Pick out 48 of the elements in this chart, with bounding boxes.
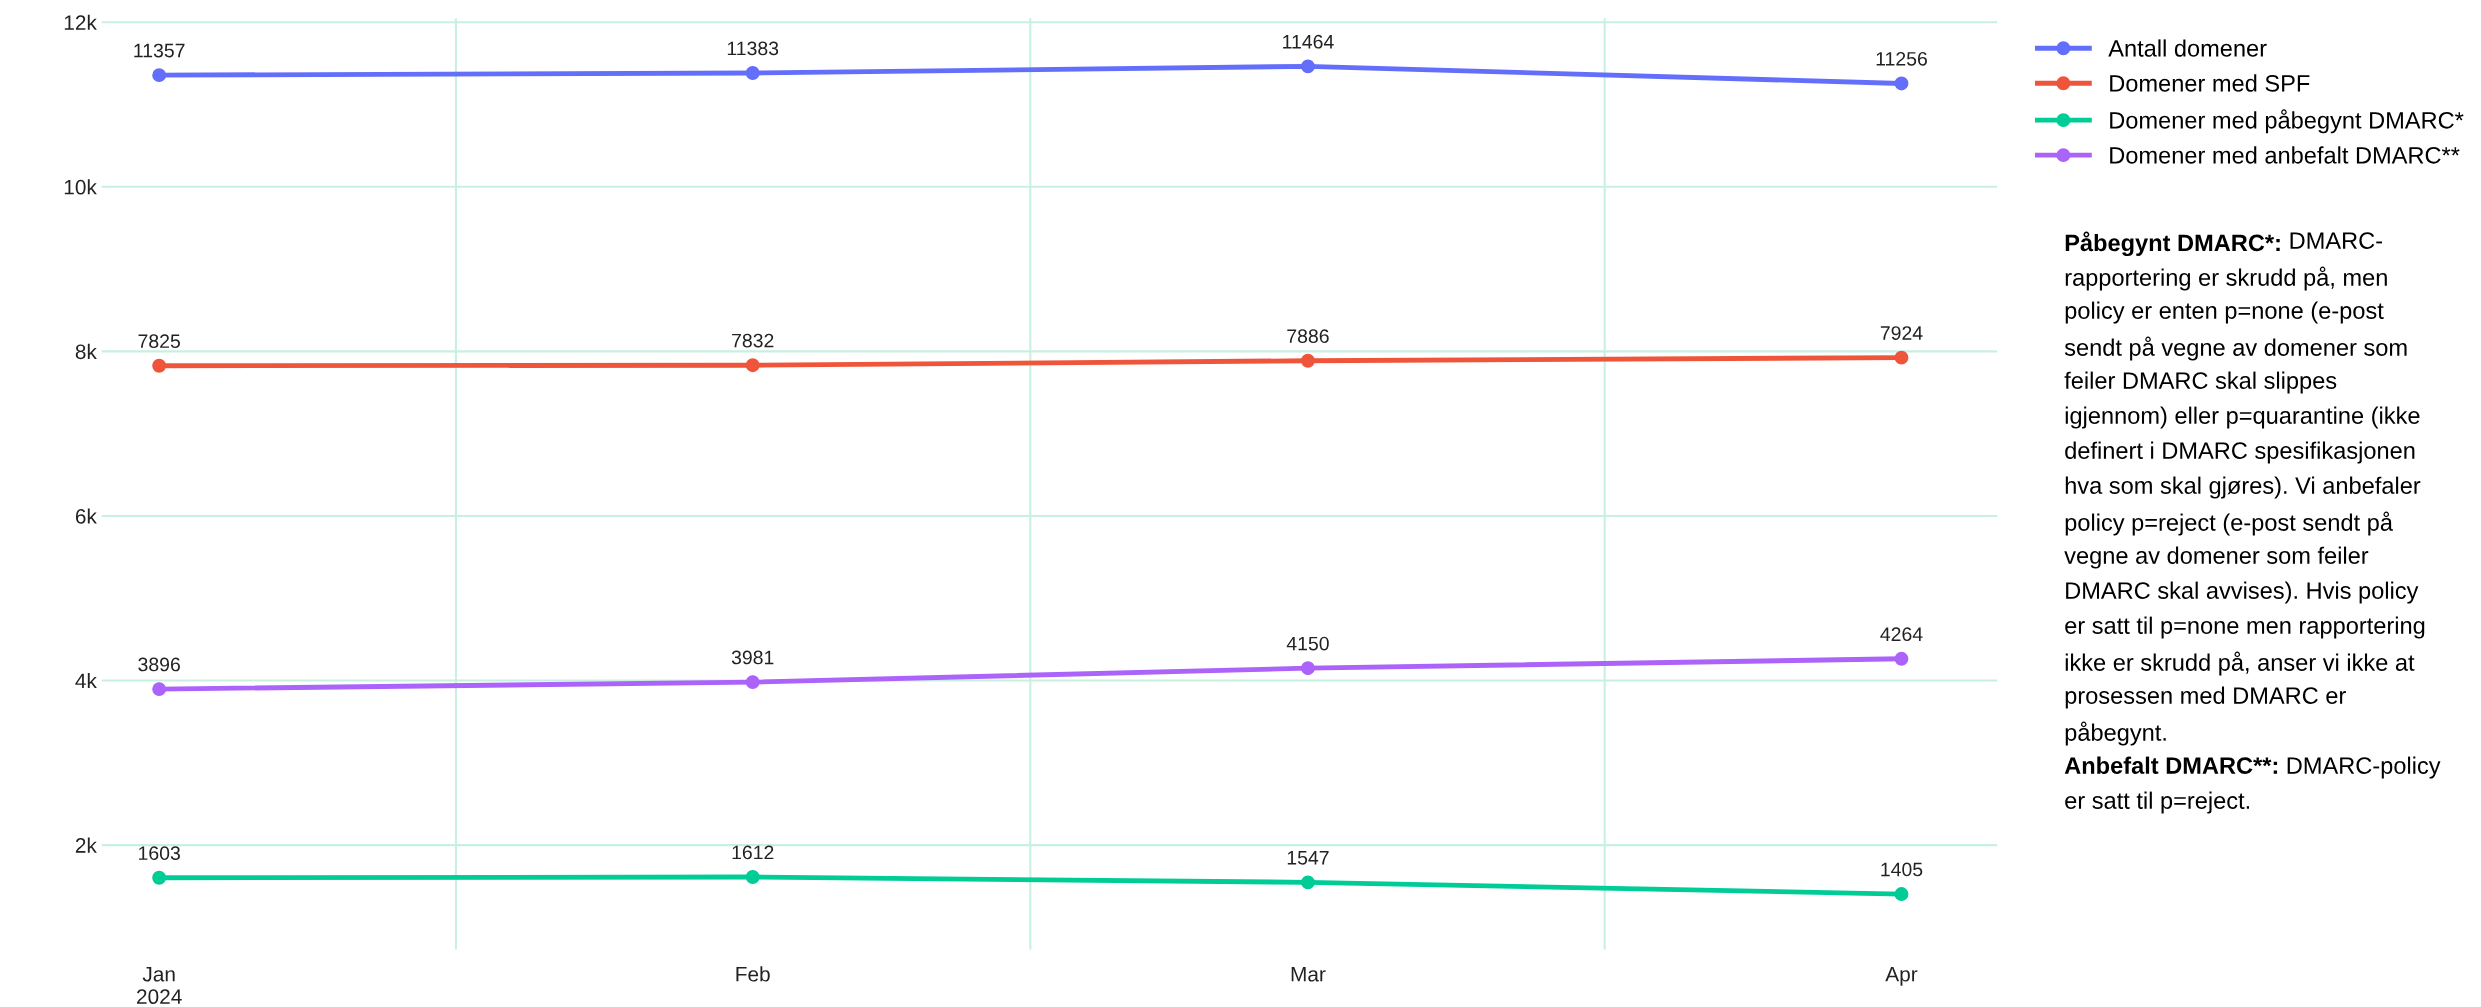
data-label: 4150: [1286, 636, 1329, 651]
y-tick-label: 10k: [64, 179, 97, 195]
point: [1894, 887, 1909, 902]
legend-label: Antall domener: [2108, 39, 2267, 57]
data-label: 7886: [1287, 329, 1329, 344]
text: Anbefalt DMARC**: DMARC-policy er satt til p=reject.: [2064, 756, 2441, 814]
point: [1300, 875, 1315, 890]
point: [745, 358, 760, 373]
point: [152, 358, 167, 373]
data-label: 11464: [1283, 34, 1334, 49]
point: [1300, 661, 1315, 676]
point: [1300, 353, 1315, 368]
x-tick-label: Mar: [1291, 967, 1326, 982]
data-label: 4264: [1880, 627, 1923, 642]
y-tick-label: 12k: [64, 14, 97, 30]
point: [745, 870, 760, 884]
data-label: 3981: [731, 650, 774, 665]
legend-label: Domener med SPF: [2110, 74, 2310, 92]
point: [152, 682, 167, 697]
point: [152, 870, 167, 885]
data-label: 1603: [139, 846, 180, 861]
x-tick-label: Feb: [736, 966, 770, 982]
point: [1894, 350, 1909, 365]
legend-label: Domener med anbefalt DMARC**: [2110, 146, 2460, 164]
data-label: 1612: [732, 845, 774, 860]
y-tick-label: 4k: [75, 672, 97, 689]
data-label: 1547: [1287, 851, 1329, 865]
data-label: 7825: [138, 334, 180, 349]
point: [1300, 59, 1315, 74]
data-label: 3896: [138, 657, 180, 672]
legend-label: Domener med påbegynt DMARC*: [2110, 109, 2464, 134]
data-label: 7924: [1880, 326, 1923, 340]
data-label: 7832: [732, 333, 774, 348]
point: [152, 68, 167, 83]
point: [745, 66, 760, 80]
y-tick-label: 2k: [75, 837, 97, 853]
point: [745, 675, 760, 690]
data-label: 1405: [1881, 862, 1923, 877]
point: [1894, 76, 1909, 91]
x-tick-label: Jan 2024: [137, 967, 182, 1005]
data-label: 11383: [727, 41, 779, 56]
text: Påbegynt DMARC*: DMARC- rapportering er skrudd på, men policy er enten p=none (e-post sendt på vegne av domener som feiler DMARC skal slippes igjennom) eller p=quarantine (ikke definert i DMARC spesifikasjonen hva som skal gjøres). Vi anbefaler policy p=reject (e-post sendt på vegne av domener som feiler DMARC skal avvises). Hvis policy er satt til p=none men rapportering ikke er skrudd på, anser vi ikke at prosessen med DMARC er påbegynt.: [2064, 231, 2425, 746]
data-label: 11357: [134, 43, 185, 58]
point: [1894, 651, 1909, 666]
y-tick-label: 6k: [75, 508, 97, 524]
data-label: 11256: [1876, 51, 1927, 66]
y-tick-label: 8k: [75, 343, 97, 360]
x-tick-label: Apr: [1885, 967, 1918, 986]
